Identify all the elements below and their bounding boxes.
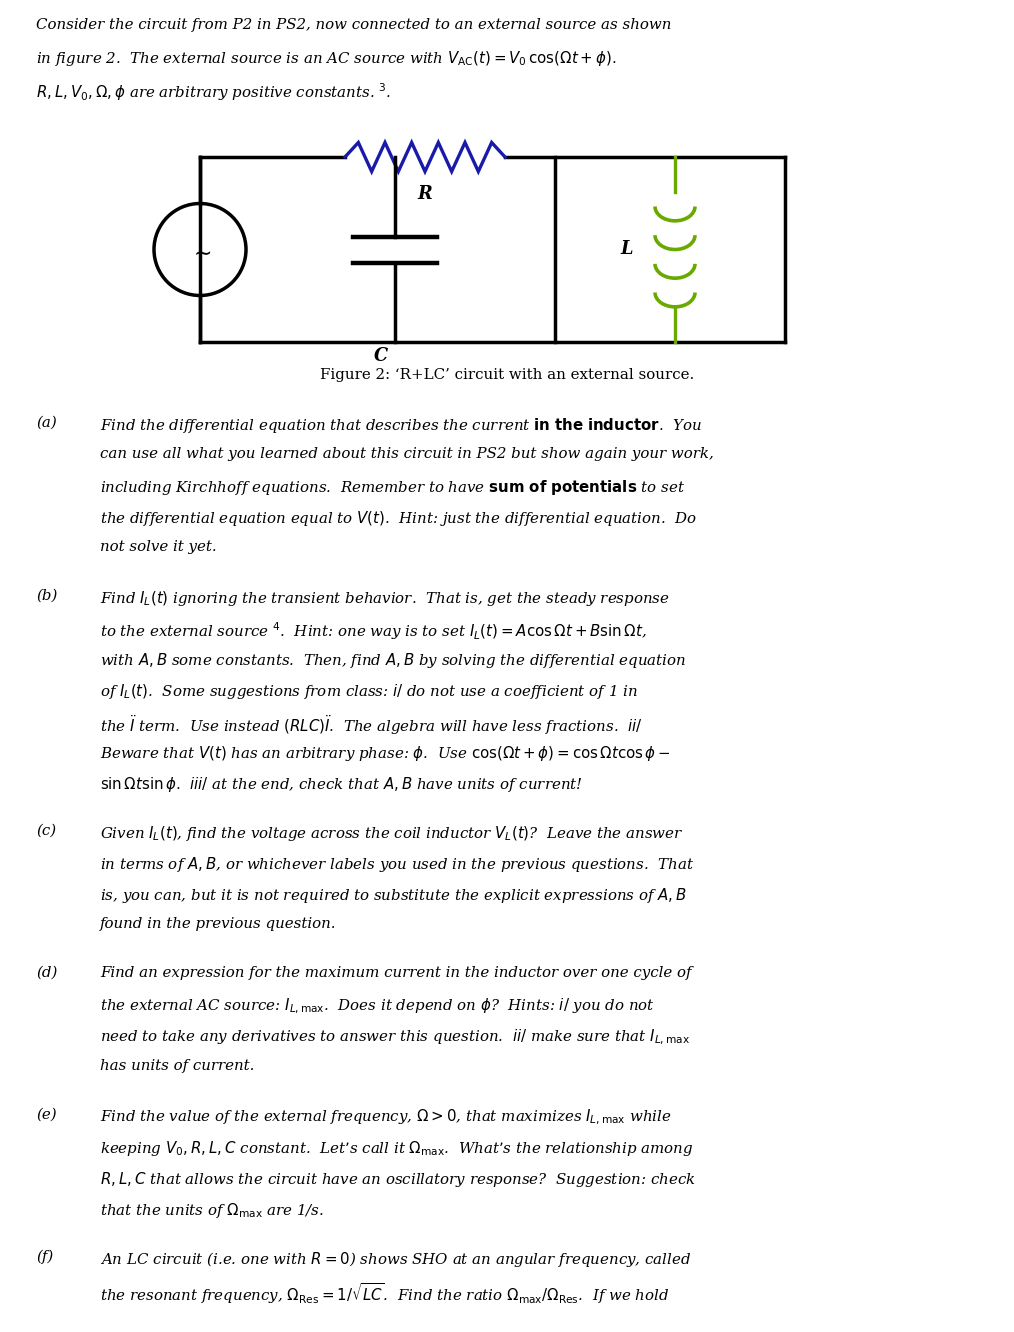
Text: Beware that $V(t)$ has an arbitrary phase: $\phi$.  Use $\cos(\Omega t + \phi) =: Beware that $V(t)$ has an arbitrary phas… [100,745,670,763]
Text: is, you can, but it is not required to substitute the explicit expressions of $A: is, you can, but it is not required to s… [100,886,686,904]
Text: R: R [418,185,432,202]
Text: Find the differential equation that describes the current $\mathbf{in\ the\ indu: Find the differential equation that desc… [100,416,702,436]
Text: L: L [621,241,633,258]
Text: with $A, B$ some constants.  Then, find $A, B$ by solving the differential equat: with $A, B$ some constants. Then, find $… [100,651,686,670]
Text: Find an expression for the maximum current in the inductor over one cycle of: Find an expression for the maximum curre… [100,966,692,980]
Text: Figure 2: ‘R+LC’ circuit with an external source.: Figure 2: ‘R+LC’ circuit with an externa… [319,368,695,382]
Text: (f): (f) [37,1249,54,1264]
Text: that the units of $\Omega_{\max}$ are 1/s.: that the units of $\Omega_{\max}$ are 1/… [100,1201,323,1220]
Text: $\sim$: $\sim$ [189,242,211,262]
Text: keeping $V_0, R, L, C$ constant.  Let’s call it $\Omega_{\max}$.  What’s the rel: keeping $V_0, R, L, C$ constant. Let’s c… [100,1139,694,1158]
Text: (d): (d) [37,966,58,980]
Text: Find the value of the external frequency, $\Omega > 0$, that maximizes $I_{L,\ma: Find the value of the external frequency… [100,1108,671,1127]
Text: the resonant frequency, $\Omega_{\mathrm{Res}} = 1/\sqrt{LC}$.  Find the ratio $: the resonant frequency, $\Omega_{\mathrm… [100,1281,669,1305]
Text: (b): (b) [37,589,58,603]
Text: the external AC source: $I_{L,\max}$.  Does it depend on $\phi$?  Hints: $i/$ yo: the external AC source: $I_{L,\max}$. Do… [100,996,655,1016]
Text: can use all what you learned about this circuit in PS2 but show again your work,: can use all what you learned about this … [100,448,714,461]
Text: $R, L, C$ that allows the circuit have an oscillatory response?  Suggestion: che: $R, L, C$ that allows the circuit have a… [100,1169,696,1189]
Text: the $\ddot{I}$ term.  Use instead $(RLC)\ddot{I}$.  The algebra will have less f: the $\ddot{I}$ term. Use instead $(RLC)\… [100,713,643,737]
Text: $\sin\Omega t\sin\phi$.  $iii/$ at the end, check that $A, B$ have units of curr: $\sin\Omega t\sin\phi$. $iii/$ at the en… [100,775,583,794]
Text: in figure 2.  The external source is an AC source with $V_{\mathrm{AC}}(t) = V_0: in figure 2. The external source is an A… [37,49,617,68]
Text: (c): (c) [37,825,56,838]
Text: found in the previous question.: found in the previous question. [100,916,337,931]
Text: C: C [373,348,387,365]
Text: of $I_L(t)$.  Some suggestions from class: $i/$ do not use a coefficient of 1 in: of $I_L(t)$. Some suggestions from class… [100,682,638,701]
Text: Find $I_L(t)$ ignoring the transient behavior.  That is, get the steady response: Find $I_L(t)$ ignoring the transient beh… [100,589,670,607]
Text: need to take any derivatives to answer this question.  $ii/$ make sure that $I_{: need to take any derivatives to answer t… [100,1028,690,1047]
Text: An LC circuit (i.e. one with $R = 0$) shows SHO at an angular frequency, called: An LC circuit (i.e. one with $R = 0$) sh… [100,1249,692,1269]
Text: Consider the circuit from P2 in PS2, now connected to an external source as show: Consider the circuit from P2 in PS2, now… [37,19,671,32]
Text: $R, L, V_0, \Omega, \phi$ are arbitrary positive constants. ${}^3$.: $R, L, V_0, \Omega, \phi$ are arbitrary … [37,81,391,103]
Text: the differential equation equal to $V(t)$.  Hint: just the differential equation: the differential equation equal to $V(t)… [100,509,697,527]
Text: has units of current.: has units of current. [100,1059,255,1074]
Text: not solve it yet.: not solve it yet. [100,539,217,554]
Text: to the external source ${}^4$.  Hint: one way is to set $I_L(t) = A\cos\Omega t : to the external source ${}^4$. Hint: one… [100,619,647,642]
Text: including Kirchhoff equations.  Remember to have $\mathbf{sum\ of\ potentials}$ : including Kirchhoff equations. Remember … [100,478,685,497]
Text: (e): (e) [37,1108,57,1122]
Text: in terms of $A, B$, or whichever labels you used in the previous questions.  Tha: in terms of $A, B$, or whichever labels … [100,855,695,874]
Text: Given $I_L(t)$, find the voltage across the coil inductor $V_L(t)$?  Leave the a: Given $I_L(t)$, find the voltage across … [100,825,683,843]
Text: (a): (a) [37,416,57,430]
